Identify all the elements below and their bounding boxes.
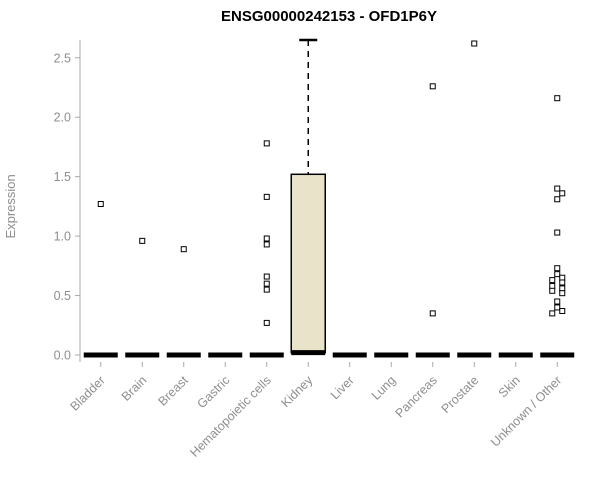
outlier-point bbox=[559, 190, 566, 197]
x-tick-label: Kidney bbox=[278, 373, 315, 410]
x-tick-label: Pancreas bbox=[393, 373, 440, 420]
median-bar bbox=[415, 352, 450, 358]
outlier-point bbox=[554, 304, 561, 311]
outlier-point bbox=[559, 308, 566, 315]
y-tick-label: 2.5 bbox=[54, 51, 71, 65]
outlier-point bbox=[554, 271, 561, 278]
outlier-point bbox=[263, 241, 270, 248]
x-tick-label: Brain bbox=[119, 373, 150, 404]
outlier-point bbox=[429, 83, 436, 90]
outlier-point bbox=[559, 279, 566, 286]
x-tick-label: Prostate bbox=[439, 373, 482, 416]
y-axis-label: Expression bbox=[3, 174, 18, 238]
y-tick-label: 1.0 bbox=[54, 230, 71, 244]
outlier-point bbox=[429, 310, 436, 317]
outlier-point bbox=[559, 274, 566, 281]
y-tick-label: 0.0 bbox=[54, 349, 71, 363]
median-bar bbox=[498, 352, 533, 358]
median-bar bbox=[208, 352, 243, 358]
median-bar bbox=[332, 352, 367, 358]
outlier-point bbox=[554, 229, 561, 236]
x-tick-label: Lung bbox=[369, 373, 399, 403]
y-tick-label: 0.5 bbox=[54, 289, 71, 303]
median-bar bbox=[457, 352, 492, 358]
x-tick-label: Hematopoietic cells bbox=[187, 373, 274, 460]
outlier-point bbox=[554, 298, 561, 305]
chart-title: ENSG00000242153 - OFD1P6Y bbox=[221, 8, 437, 25]
outlier-point bbox=[139, 237, 146, 244]
median-bar bbox=[249, 352, 284, 358]
outlier-point bbox=[549, 283, 556, 290]
outlier-point bbox=[180, 246, 187, 253]
y-tick-label: 2.0 bbox=[54, 111, 71, 125]
x-tick-label: Bladder bbox=[67, 373, 107, 413]
outlier-point bbox=[263, 193, 270, 200]
outlier-point bbox=[263, 319, 270, 326]
x-tick-label: Skin bbox=[496, 373, 523, 400]
outlier-point bbox=[559, 285, 566, 292]
median-bar bbox=[540, 352, 575, 358]
x-tick-label: Liver bbox=[328, 373, 357, 402]
outlier-point bbox=[549, 310, 556, 317]
outlier-point bbox=[549, 277, 556, 284]
outlier-point bbox=[549, 287, 556, 294]
median-bar bbox=[374, 352, 409, 358]
outlier-point bbox=[554, 95, 561, 102]
outlier-point bbox=[554, 196, 561, 203]
outlier-point bbox=[559, 290, 566, 297]
outlier-point bbox=[554, 265, 561, 272]
outlier-point bbox=[263, 286, 270, 293]
x-tick-label: Gastric bbox=[194, 373, 232, 411]
outlier-point bbox=[263, 140, 270, 147]
median-bar bbox=[291, 350, 326, 356]
outlier-point bbox=[263, 273, 270, 280]
outlier-point bbox=[263, 235, 270, 242]
median-bar bbox=[83, 352, 118, 358]
median-bar bbox=[125, 352, 160, 358]
x-tick-label: Breast bbox=[155, 373, 191, 409]
median-bar bbox=[166, 352, 201, 358]
x-tick-label: Unknown / Other bbox=[488, 373, 564, 449]
box-kidney bbox=[290, 173, 326, 354]
outlier-point bbox=[554, 185, 561, 192]
outlier-point bbox=[471, 40, 478, 47]
outlier-point bbox=[97, 201, 104, 208]
y-tick-label: 1.5 bbox=[54, 170, 71, 184]
outlier-point bbox=[263, 280, 270, 287]
